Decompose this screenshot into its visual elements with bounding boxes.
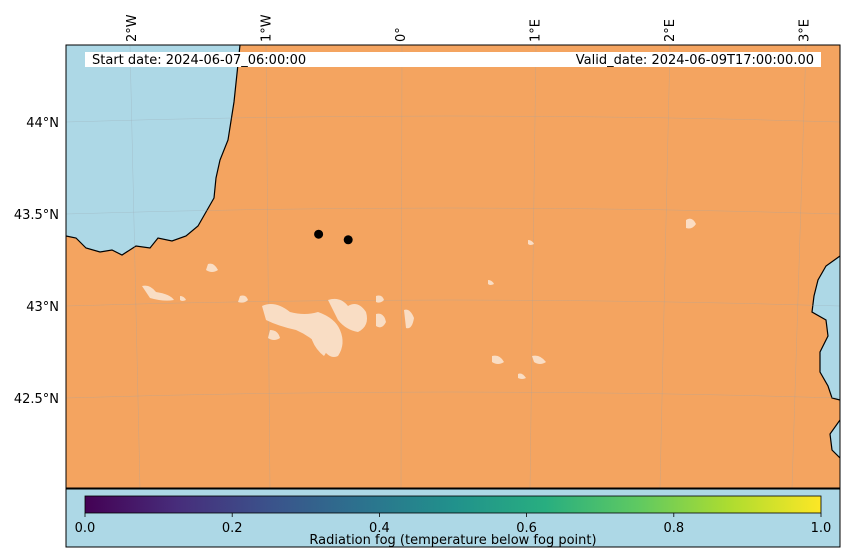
colorbar-tick-label: 0.2 bbox=[222, 521, 243, 536]
gridlines bbox=[66, 45, 840, 488]
station-point bbox=[314, 229, 324, 239]
lon-tick-label: 2°W bbox=[125, 14, 140, 42]
valid-date-label: Valid_date: 2024-06-09T17:00:00.00 bbox=[576, 53, 814, 68]
lon-tick-label: 1°E bbox=[529, 19, 544, 42]
lon-tick-label: 0° bbox=[394, 27, 409, 42]
map-border bbox=[65, 44, 841, 489]
station-point bbox=[343, 235, 353, 245]
lat-tick-label: 42.5°N bbox=[14, 392, 59, 407]
lat-tick-label: 44°N bbox=[26, 116, 59, 131]
colorbar bbox=[84, 495, 822, 514]
lat-tick-label: 43.5°N bbox=[14, 208, 59, 223]
start-date-label: Start date: 2024-06-07_06:00:00 bbox=[92, 53, 306, 68]
info-band bbox=[85, 52, 821, 67]
coastline-atlantic bbox=[66, 45, 241, 256]
colorbar-title: Radiation fog (temperature below fog poi… bbox=[309, 533, 596, 548]
colorbar-tick-label: 0.6 bbox=[516, 521, 537, 536]
lon-tick-label: 2°E bbox=[663, 19, 678, 42]
lon-tick-label: 3°E bbox=[798, 19, 813, 42]
colorbar-tick-label: 1.0 bbox=[811, 521, 832, 536]
lon-tick-label: 1°W bbox=[260, 14, 275, 42]
fog-patches bbox=[142, 218, 696, 379]
colorbar-tick-label: 0.8 bbox=[663, 521, 684, 536]
coastline-mediterranean bbox=[811, 255, 840, 459]
colorbar-tick-label: 0.4 bbox=[369, 521, 390, 536]
colorbar-tick-label: 0.0 bbox=[75, 521, 96, 536]
land-area bbox=[66, 45, 840, 488]
lat-tick-label: 43°N bbox=[26, 300, 59, 315]
